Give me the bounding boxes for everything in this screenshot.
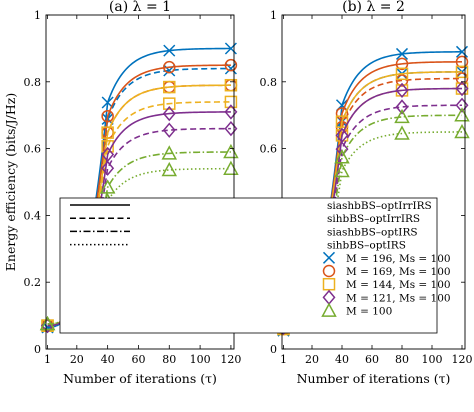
data-marker-2-1-x120 xyxy=(224,95,238,109)
legend-marker-square xyxy=(322,277,336,291)
legend-label: M = 100 xyxy=(346,306,392,318)
data-marker-4-1-x40 xyxy=(334,162,350,178)
data-marker-3-0-x80 xyxy=(162,105,176,122)
data-marker-3-1-x80 xyxy=(162,122,176,138)
data-marker-3-1-x40 xyxy=(101,160,115,176)
data-marker-1-1-x80 xyxy=(395,74,409,87)
x-tick-label: 40 xyxy=(101,353,115,366)
data-marker-2-0-x40 xyxy=(335,115,349,128)
data-marker-4-0-x80 xyxy=(394,108,410,124)
legend: siashbBS–optIrrIRSsihbBS–optIrrIRSsiashb… xyxy=(59,197,451,334)
legend-box xyxy=(59,197,438,334)
data-marker-3-1-x120 xyxy=(455,97,469,113)
legend-label: siashbBS–optIRS xyxy=(327,226,418,238)
data-marker-1-0-x120 xyxy=(455,55,469,69)
x-tick-label: 20 xyxy=(70,353,84,366)
data-marker-2-1-x80 xyxy=(163,97,176,110)
series-line-3-dashed xyxy=(283,104,463,329)
legend-marker-triangle xyxy=(321,302,337,317)
y-tick-label: 0.8 xyxy=(260,76,278,89)
data-marker-0-0-x80 xyxy=(163,44,176,57)
legend-marker-circle xyxy=(322,264,336,278)
data-marker-1-0-x120 xyxy=(224,58,238,72)
x-axis-label: Number of iterations (τ) xyxy=(63,371,217,386)
data-marker-4-1-x80 xyxy=(394,125,410,140)
data-marker-1-0-x80 xyxy=(395,57,409,71)
data-marker-3-0-x80 xyxy=(395,82,409,99)
legend-label: siashbBS–optIrrIRS xyxy=(327,200,432,212)
data-marker-1-0-x40 xyxy=(101,109,114,123)
data-marker-4-0-x120 xyxy=(454,107,470,122)
y-tick-label: 1 xyxy=(34,9,41,22)
data-marker-0-0-x120 xyxy=(455,45,469,58)
y-tick-label: 0 xyxy=(270,343,277,356)
x-tick-label: 60 xyxy=(365,353,379,366)
x-tick-label: 1 xyxy=(44,353,51,366)
x-tick-label: 80 xyxy=(395,353,409,366)
x-tick-label: 1 xyxy=(280,353,287,366)
x-tick-label: 100 xyxy=(422,353,443,366)
legend-marker-x xyxy=(322,251,336,264)
data-marker-2-0-x40 xyxy=(101,126,114,139)
chart-title: (b) λ = 2 xyxy=(342,0,405,15)
data-marker-4-1-x80 xyxy=(161,161,178,177)
data-marker-1-1-x120 xyxy=(455,72,469,85)
data-marker-2-1-x40 xyxy=(101,140,114,153)
data-marker-4-0-x40 xyxy=(334,149,350,164)
legend-label: M = 169, Ms = 100 xyxy=(346,266,451,278)
chart-title: (a) λ = 1 xyxy=(109,0,171,15)
y-tick-label: 0.6 xyxy=(260,143,278,156)
x-tick-label: 100 xyxy=(190,353,211,366)
data-marker-1-0-x80 xyxy=(163,60,176,74)
data-marker-4-0-x80 xyxy=(161,145,178,160)
data-marker-0-0-x80 xyxy=(395,47,409,60)
data-marker-3-1-x40 xyxy=(335,141,349,157)
data-marker-4-1-x1 xyxy=(39,315,56,331)
legend-label: M = 196, Ms = 100 xyxy=(346,253,451,265)
x-tick-label: 60 xyxy=(131,353,145,366)
data-marker-4-0-x40 xyxy=(99,179,116,194)
y-tick-label: 0.6 xyxy=(24,143,42,156)
x-tick-label: 40 xyxy=(335,353,349,366)
y-tick-label: 0 xyxy=(34,343,41,356)
legend-label: sihbBS–optIRS xyxy=(327,240,406,252)
series-line-2-dashed xyxy=(47,101,231,327)
data-marker-3-0-x120 xyxy=(455,80,469,97)
x-axis-label: Number of iterations (τ) xyxy=(297,371,451,386)
legend-label: M = 121, Ms = 100 xyxy=(346,292,451,304)
data-marker-4-1-x120 xyxy=(223,160,239,175)
y-tick-label: 1 xyxy=(270,9,277,22)
data-marker-3-1-x120 xyxy=(224,120,238,137)
data-marker-2-0-x120 xyxy=(455,65,469,79)
legend-label: sihbBS–optIrrIRS xyxy=(327,213,420,225)
data-marker-2-0-x80 xyxy=(163,80,176,94)
x-tick-label: 120 xyxy=(220,353,241,366)
y-axis-label: Energy efficiency (bits/J/Hz) xyxy=(3,93,18,271)
data-marker-0-0-x120 xyxy=(224,42,237,55)
axes-box xyxy=(281,14,466,350)
y-tick-label: 0.8 xyxy=(24,76,42,89)
x-tick-label: 80 xyxy=(162,353,176,366)
axes-box xyxy=(45,14,235,350)
data-marker-3-1-x80 xyxy=(395,99,409,115)
data-marker-2-0-x120 xyxy=(224,78,238,92)
y-tick-label: 0.2 xyxy=(24,276,42,289)
legend-label: M = 144, Ms = 100 xyxy=(346,279,451,291)
data-marker-2-0-x80 xyxy=(395,67,409,81)
data-marker-3-0-x120 xyxy=(224,104,238,120)
series-line-4-dotted xyxy=(47,167,231,325)
x-tick-label: 120 xyxy=(452,353,473,366)
x-tick-label: 20 xyxy=(305,353,319,366)
y-tick-label: 0.4 xyxy=(24,209,42,222)
